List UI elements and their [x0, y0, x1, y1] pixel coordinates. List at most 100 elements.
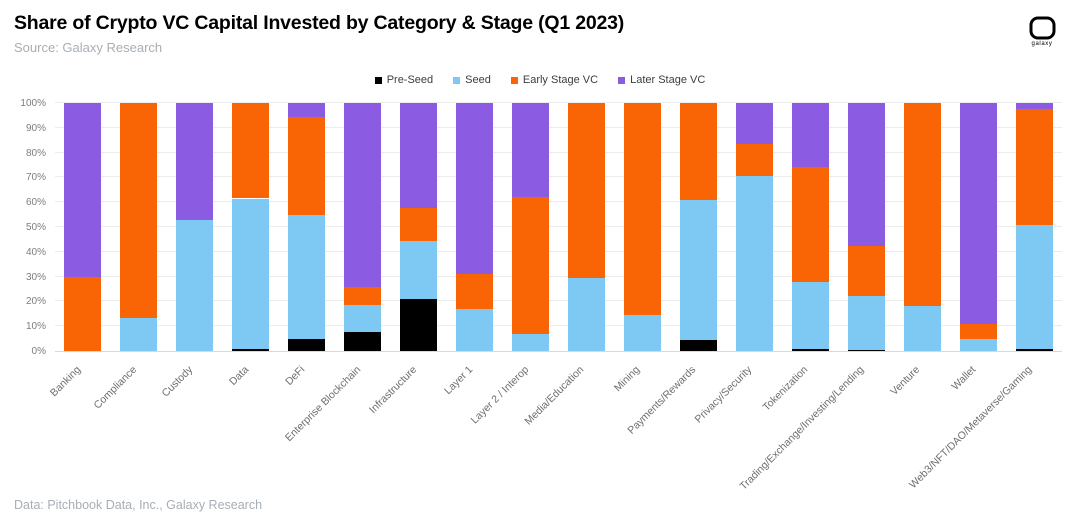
gridline: [55, 151, 1062, 153]
bar-segment: [120, 103, 158, 318]
data-credit: Data: Pitchbook Data, Inc., Galaxy Resea…: [14, 498, 263, 512]
bar-segment: [791, 348, 829, 351]
legend-item: Later Stage VC: [618, 74, 705, 86]
legend-item: Seed: [453, 74, 491, 86]
x-axis-tick-label: Venture: [888, 363, 923, 398]
x-axis-tick-label: Payments/Rewards: [625, 363, 699, 437]
bar-segment: [120, 317, 158, 351]
bar-segment: [959, 103, 997, 324]
legend-swatch-icon: [453, 76, 461, 84]
bar-segment: [847, 245, 885, 297]
x-axis-tick-label: Media/Education: [522, 363, 587, 428]
legend-item: Pre-Seed: [374, 74, 434, 86]
bar-banking: [64, 103, 102, 351]
bar-segment: [232, 103, 270, 199]
bar-trading-exchange-investing-lending: [847, 103, 885, 351]
legend-swatch-icon: [374, 76, 382, 84]
bar-segment: [679, 103, 717, 200]
bar-segment: [512, 103, 550, 198]
bar-layer-1: [456, 103, 494, 351]
bar-segment: [288, 116, 326, 215]
bar-segment: [1015, 224, 1053, 349]
bar-media-education: [567, 103, 605, 351]
bar-segment: [288, 103, 326, 117]
x-axis-tick-label: Wallet: [949, 363, 979, 393]
bar-segment: [176, 103, 214, 220]
bar-segment: [623, 103, 661, 316]
x-axis-tick-label: Web3/NFT/DAO/Metaverse/Gaming: [907, 363, 1035, 491]
x-axis-line: [55, 351, 1062, 352]
bar-defi: [288, 103, 326, 351]
bar-segment: [735, 176, 773, 351]
bar-segment: [400, 103, 438, 209]
x-axis-tick-label: Infrastructure: [366, 363, 419, 416]
bar-segment: [1015, 348, 1053, 351]
bar-segment: [791, 281, 829, 349]
y-axis-tick-label: 90%: [25, 122, 46, 134]
bar-segment: [176, 219, 214, 351]
bar-segment: [344, 305, 382, 333]
bar-segment: [791, 103, 829, 168]
legend-label: Seed: [465, 74, 491, 86]
bar-segment: [903, 306, 941, 351]
y-axis-tick-label: 100%: [20, 98, 46, 109]
legend-label: Later Stage VC: [630, 74, 706, 86]
y-axis-tick-label: 10%: [25, 321, 46, 333]
bar-segment: [400, 240, 438, 299]
legend-label: Early Stage VC: [522, 74, 599, 86]
y-axis-tick-label: 40%: [25, 246, 46, 258]
bar-segment: [64, 103, 102, 277]
bar-enterprise-blockchain: [344, 103, 382, 351]
bar-compliance: [120, 103, 158, 351]
gridline: [55, 325, 1062, 327]
x-axis-tick-label: Layer 1: [441, 363, 475, 398]
x-axis-tick-label: Privacy/Security: [692, 363, 755, 426]
bar-segment: [567, 277, 605, 351]
y-axis-tick-label: 50%: [25, 222, 46, 233]
bar-custody: [176, 103, 214, 351]
page-title: Share of Crypto VC Capital Invested by C…: [14, 12, 625, 34]
bar-venture: [903, 103, 941, 351]
bar-segment: [735, 143, 773, 177]
bar-segment: [456, 103, 494, 275]
bar-segment: [512, 333, 550, 351]
gridline: [55, 201, 1062, 203]
x-axis-tick-label: Trading/Exchange/Investing/Lending: [737, 363, 867, 493]
y-axis-tick-label: 70%: [25, 172, 46, 184]
bar-segment: [232, 198, 270, 349]
bar-segment: [1015, 103, 1053, 110]
legend-swatch-icon: [618, 76, 626, 84]
bar-segment: [512, 197, 550, 334]
bar-segment: [735, 103, 773, 144]
bar-wallet: [959, 103, 997, 351]
gridline: [55, 176, 1062, 178]
bar-segment: [959, 323, 997, 339]
bar-segment: [344, 103, 382, 287]
chart-legend: Pre-Seed Seed Early Stage VC Later Stage VC: [0, 74, 1080, 86]
bar-infrastructure: [400, 103, 438, 351]
bar-web3-nft-dao-metaverse-gaming: [1015, 103, 1053, 351]
plot-area: [55, 102, 1062, 352]
bar-segment: [232, 348, 270, 351]
x-axis-labels: Banking Compliance Custody Data DeFi Enterpri…: [48, 352, 1062, 512]
gridline: [55, 275, 1062, 277]
bar-segment: [959, 338, 997, 351]
y-axis-tick-label: 20%: [25, 296, 46, 308]
y-axis-tick-label: 30%: [25, 271, 46, 283]
bar-segment: [623, 315, 661, 351]
bar-segment: [847, 296, 885, 350]
legend-label: Pre-Seed: [386, 74, 434, 86]
bar-segment: [400, 208, 438, 241]
bar-segment: [847, 103, 885, 246]
gridline: [55, 250, 1062, 252]
bar-segment: [400, 298, 438, 351]
bar-segment: [456, 274, 494, 309]
bar-segment: [288, 214, 326, 339]
bar-segment: [64, 276, 102, 351]
bar-layer-2-interop: [512, 103, 550, 351]
gridline: [55, 300, 1062, 302]
galaxy-logo-icon: [1029, 16, 1055, 40]
bar-segment: [344, 332, 382, 351]
bar-segment: [903, 103, 941, 307]
